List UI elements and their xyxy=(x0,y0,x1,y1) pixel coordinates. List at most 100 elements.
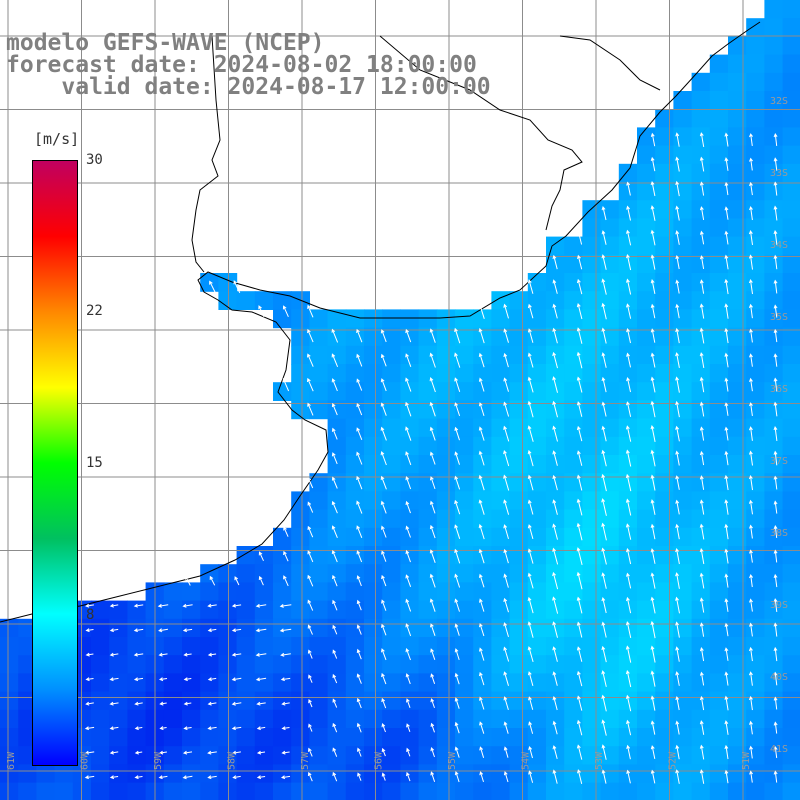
wind-cell xyxy=(673,145,693,165)
wind-cell xyxy=(327,782,347,800)
wind-cell xyxy=(618,728,638,747)
wind-cell xyxy=(764,618,784,638)
wind-cell xyxy=(600,709,620,729)
wind-arrow xyxy=(773,353,778,367)
wind-cell xyxy=(309,691,329,711)
wind-arrow xyxy=(748,303,753,319)
wind-arrow xyxy=(626,181,631,196)
wind-cell xyxy=(527,491,547,511)
wind-cell xyxy=(291,782,310,800)
wind-cell xyxy=(764,254,784,274)
wind-cell xyxy=(655,728,674,747)
wind-arrow xyxy=(576,474,583,491)
wind-cell xyxy=(491,673,511,693)
wind-cell xyxy=(691,709,711,729)
wind-cell xyxy=(527,564,547,583)
wind-cell xyxy=(618,782,638,800)
wind-cell xyxy=(782,546,800,565)
wind-arrow xyxy=(699,327,705,344)
lon-label: 61W xyxy=(6,751,17,770)
lat-label: 41S xyxy=(770,744,788,755)
wind-cell xyxy=(527,382,547,401)
wind-cell xyxy=(72,782,92,800)
wind-cell xyxy=(709,145,729,165)
wind-arrow xyxy=(699,279,705,294)
wind-cell xyxy=(291,709,310,729)
wind-cell xyxy=(546,455,565,474)
wind-cell xyxy=(746,564,765,583)
wind-arrow xyxy=(356,673,362,684)
wind-cell xyxy=(54,764,74,784)
wind-cell xyxy=(345,364,365,383)
wind-cell xyxy=(655,655,674,674)
wind-arrow xyxy=(699,376,705,393)
wind-arrow xyxy=(109,628,119,633)
wind-arrow xyxy=(749,549,753,563)
wind-arrow xyxy=(748,278,753,295)
wind-cell xyxy=(182,764,201,784)
wind-cell xyxy=(673,582,693,602)
wind-cell xyxy=(655,163,674,183)
wind-cell xyxy=(746,764,765,784)
wind-arrow xyxy=(724,402,729,416)
wind-cell xyxy=(400,345,420,365)
wind-arrow xyxy=(601,522,607,541)
wind-cell xyxy=(582,564,602,583)
wind-cell xyxy=(491,345,511,365)
wind-cell xyxy=(491,655,511,674)
wind-cell xyxy=(509,673,529,693)
wind-cell xyxy=(600,254,620,274)
wind-cell xyxy=(691,527,711,547)
wind-cell xyxy=(782,746,800,765)
wind-cell xyxy=(273,673,292,693)
wind-cell xyxy=(637,764,656,784)
wind-cell xyxy=(291,564,310,583)
wind-cell xyxy=(655,364,674,383)
wind-arrow xyxy=(281,726,290,731)
wind-cell xyxy=(618,582,638,602)
wind-cell xyxy=(564,455,583,474)
wind-cell xyxy=(691,309,711,329)
wind-cell xyxy=(327,473,347,492)
wind-cell xyxy=(0,764,19,784)
wind-cell xyxy=(491,600,511,620)
wind-arrow xyxy=(724,278,729,295)
wind-cell xyxy=(509,691,529,711)
lat-label: 33S xyxy=(770,168,788,179)
lat-label: 39S xyxy=(770,600,788,611)
wind-cell xyxy=(418,564,438,583)
wind-cell xyxy=(109,655,128,674)
wind-cell xyxy=(655,455,674,474)
wind-cell xyxy=(546,491,565,511)
wind-cell xyxy=(491,473,511,492)
wind-cell xyxy=(345,509,365,529)
wind-arrow xyxy=(773,573,778,588)
wind-cell xyxy=(546,782,565,800)
wind-cell xyxy=(691,637,711,656)
wind-cell xyxy=(746,455,765,474)
wind-cell xyxy=(746,527,765,547)
wind-cell xyxy=(618,254,638,274)
wind-arrow xyxy=(307,477,314,489)
wind-arrow xyxy=(650,156,656,172)
wind-cell xyxy=(455,418,474,438)
wind-cell xyxy=(0,655,19,674)
wind-cell xyxy=(637,418,656,438)
wind-arrow xyxy=(601,498,607,516)
wind-cell xyxy=(728,764,747,784)
wind-arrow xyxy=(84,726,95,731)
wind-cell xyxy=(455,600,474,620)
wind-cell xyxy=(236,291,256,310)
wind-cell xyxy=(728,218,747,238)
wind-cell xyxy=(691,764,711,784)
wind-arrow xyxy=(405,549,411,563)
wind-cell xyxy=(236,618,256,638)
wind-arrow xyxy=(625,694,632,712)
wind-arrow xyxy=(625,425,632,442)
wind-cell xyxy=(436,345,456,365)
wind-cell xyxy=(364,509,383,529)
wind-arrow xyxy=(675,499,680,515)
wind-cell xyxy=(709,691,729,711)
